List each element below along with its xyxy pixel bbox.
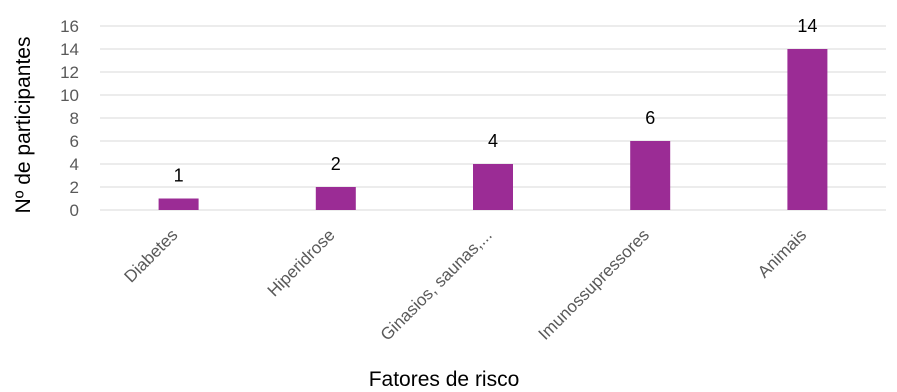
y-tick-label: 10 [60, 86, 79, 105]
y-tick-label: 14 [60, 40, 79, 59]
x-tick-label: Animais [754, 225, 810, 281]
data-label: 6 [645, 108, 655, 128]
data-label: 4 [488, 131, 498, 151]
bar [630, 141, 671, 210]
bars [158, 49, 828, 210]
x-tick-label: Diabetes [121, 225, 182, 286]
bar [315, 187, 356, 210]
x-tick-label: Ginasios, saunas,... [377, 225, 496, 344]
y-tick-label: 4 [70, 155, 79, 174]
y-tick-label: 0 [70, 201, 79, 220]
bar [473, 164, 513, 210]
y-tick-label: 2 [70, 178, 79, 197]
y-tick-label: 6 [70, 132, 79, 151]
data-label: 1 [174, 166, 184, 186]
x-axis-tick-labels: Diabetes Hiperidrose Ginasios, saunas,... I… [121, 225, 811, 344]
y-axis-title: Nº de participantes [12, 37, 35, 214]
data-label: 14 [797, 16, 817, 36]
data-labels: 1 2 4 6 14 [174, 16, 818, 186]
x-tick-label: Hiperidrose [264, 225, 339, 300]
x-tick-label: Imunossupressores [535, 225, 653, 343]
bar [158, 198, 199, 210]
data-label: 2 [331, 154, 341, 174]
y-tick-label: 16 [60, 17, 79, 36]
y-tick-label: 12 [60, 63, 79, 82]
y-tick-label: 8 [70, 109, 79, 128]
gridlines [100, 25, 886, 211]
y-axis-tick-labels: 0 2 4 6 8 10 12 14 16 [60, 17, 79, 220]
bar [787, 49, 828, 210]
x-axis-title: Fatores de risco [369, 368, 520, 391]
